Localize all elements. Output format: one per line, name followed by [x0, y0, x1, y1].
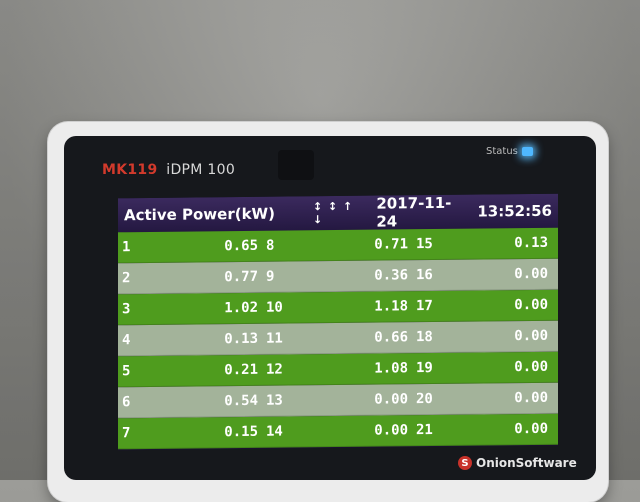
status-label: Status [486, 146, 518, 157]
power-table: 1 0.65 8 0.71 15 0.13 2 0.77 9 0.36 16 0… [118, 227, 558, 450]
channel-number: 19 [416, 360, 433, 377]
channel-power: 0.15 [224, 423, 258, 441]
channel-power: 0.65 [224, 237, 258, 255]
table-row: 2 0.77 9 0.36 16 0.00 [118, 258, 558, 295]
channel-number: 16 [416, 267, 433, 284]
channel-number: 21 [416, 422, 433, 439]
status-indicator: Status [486, 146, 533, 157]
channel-power: 0.00 [514, 358, 548, 376]
channel-power: 0.36 [374, 267, 408, 284]
table-row: 5 0.21 12 1.08 19 0.00 [118, 351, 558, 388]
logo-text: OnionSoftware [476, 456, 577, 470]
channel-power: 1.18 [374, 298, 408, 315]
channel-number: 15 [416, 236, 433, 253]
channel-power: 0.00 [374, 391, 408, 408]
channel-power: 0.00 [514, 389, 548, 407]
table-row: 1 0.65 8 0.71 15 0.13 [118, 227, 558, 264]
table-row: 3 1.02 10 1.18 17 0.00 [118, 289, 558, 326]
channel-number: 12 [266, 361, 283, 378]
date-readout: 2017-11-24 [376, 193, 452, 231]
channel-number: 10 [266, 299, 283, 316]
channel-number: 2 [122, 270, 131, 287]
channel-number: 4 [122, 332, 131, 349]
channel-number: 3 [122, 301, 131, 318]
channel-power: 1.08 [374, 360, 408, 377]
channel-power: 0.00 [514, 420, 548, 438]
channel-number: 9 [266, 268, 275, 285]
channel-number: 18 [416, 329, 433, 346]
channel-power: 0.00 [514, 327, 548, 345]
channel-number: 13 [266, 392, 283, 409]
table-row: 7 0.15 14 0.00 21 0.00 [118, 413, 558, 450]
channel-power: 0.66 [374, 329, 408, 346]
channel-power: 0.71 [374, 236, 408, 253]
channel-power: 0.00 [374, 422, 408, 439]
time-readout: 13:52:56 [477, 201, 552, 221]
channel-number: 17 [416, 298, 433, 315]
logo-mark-icon: S [458, 456, 472, 470]
channel-number: 14 [266, 423, 283, 440]
page-title: Active Power(kW) [124, 204, 275, 225]
onion-software-logo: S OnionSoftware [458, 456, 577, 470]
channel-power: 0.00 [514, 296, 548, 314]
channel-number: 11 [266, 330, 283, 347]
channel-number: 20 [416, 391, 433, 408]
channel-number: 5 [122, 363, 131, 380]
channel-number: 1 [122, 239, 131, 256]
channel-power: 0.00 [514, 265, 548, 283]
table-row: 6 0.54 13 0.00 20 0.00 [118, 382, 558, 419]
screen-header: Active Power(kW) ↕ ↕ ↑ ↓ 2017-11-24 13:5… [118, 193, 558, 233]
channel-power: 0.13 [514, 234, 548, 252]
channel-number: 7 [122, 425, 131, 442]
channel-power: 0.21 [224, 361, 258, 379]
channel-power: 0.54 [224, 392, 258, 410]
channel-power: 1.02 [224, 299, 258, 317]
status-led-icon [521, 147, 533, 156]
lcd-screen[interactable]: Active Power(kW) ↕ ↕ ↑ ↓ 2017-11-24 13:5… [118, 193, 558, 451]
channel-power: 0.13 [224, 330, 258, 348]
device-brand: MK119 iDPM 100 [102, 162, 235, 178]
channel-number: 6 [122, 394, 131, 411]
navigation-arrows-icon[interactable]: ↕ ↕ ↑ ↓ [312, 199, 354, 227]
front-sensor [278, 150, 314, 180]
table-row: 4 0.13 11 0.66 18 0.00 [118, 320, 558, 357]
channel-power: 0.77 [224, 268, 258, 286]
product-label: iDPM 100 [166, 162, 236, 178]
channel-number: 8 [266, 237, 275, 254]
model-label: MK119 [102, 162, 158, 178]
